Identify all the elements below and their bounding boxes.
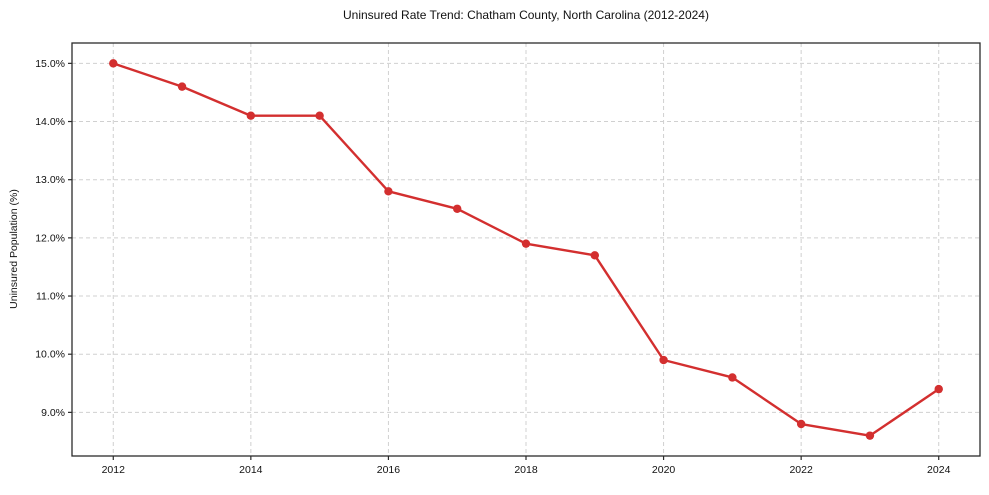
data-point-2018 — [521, 239, 531, 248]
x-tick-label: 2024 — [927, 464, 951, 476]
y-tick-label: 11.0% — [36, 291, 65, 303]
y-tick-label: 15.0% — [35, 58, 65, 70]
x-tick-label: 2014 — [239, 464, 263, 476]
data-point-2020 — [659, 355, 668, 365]
data-point-2014 — [246, 111, 256, 120]
data-point-2024 — [934, 384, 943, 394]
data-point-2017 — [453, 204, 462, 213]
data-point-2012 — [109, 59, 118, 68]
plot-border — [71, 42, 981, 457]
y-tick-label: 12.0% — [35, 232, 65, 244]
data-point-2023 — [865, 431, 875, 440]
chart-title: Uninsured Rate Trend: Chatham County, No… — [343, 8, 709, 22]
y-tick-label: 14.0% — [35, 116, 65, 128]
data-point-2021 — [728, 373, 737, 382]
data-point-2013 — [177, 82, 187, 91]
y-tick-label: 13.0% — [35, 174, 65, 186]
x-tick-label: 2012 — [102, 464, 126, 476]
data-point-2022 — [796, 419, 806, 429]
x-tick-label: 2018 — [514, 464, 538, 476]
y-tick-label: 10.0% — [35, 349, 65, 361]
data-point-2019 — [590, 251, 599, 260]
data-point-2016 — [384, 187, 393, 196]
x-tick-label: 2020 — [652, 464, 676, 476]
data-point-2015 — [315, 111, 324, 120]
x-tick-label: 2022 — [789, 464, 813, 476]
x-tick-label: 2016 — [377, 464, 401, 476]
y-tick-label: 9.0% — [41, 407, 65, 419]
y-axis-label: Uninsured Population (%) — [8, 189, 20, 309]
